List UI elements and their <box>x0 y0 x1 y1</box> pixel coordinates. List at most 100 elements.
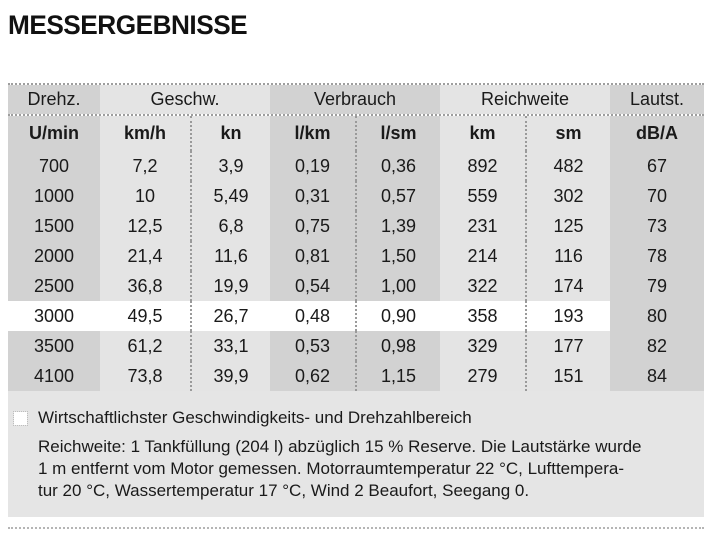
table-cell: 80 <box>610 301 704 331</box>
table-cell: 7,2 <box>100 151 190 181</box>
table-row: 700 7,2 3,9 0,19 0,36 892 482 67 <box>8 151 704 181</box>
table-cell: 0,19 <box>270 151 355 181</box>
footnote-line: Reichweite: 1 Tankfüllung (204 l) abzügl… <box>38 437 642 456</box>
table-cell: 61,2 <box>100 331 190 361</box>
table-cell: 482 <box>525 151 610 181</box>
table-cell: 73 <box>610 211 704 241</box>
table-row: 4100 73,8 39,9 0,62 1,15 279 151 84 <box>8 361 704 391</box>
table-row: 1000 10 5,49 0,31 0,57 559 302 70 <box>8 181 704 211</box>
table-cell: 2500 <box>8 271 100 301</box>
table-cell: 1,39 <box>355 211 440 241</box>
table-cell: 3500 <box>8 331 100 361</box>
footnote-line: 1 m entfernt vom Motor gemessen. Motorra… <box>38 459 624 478</box>
table-cell: 0,57 <box>355 181 440 211</box>
table-cell: 6,8 <box>190 211 270 241</box>
table-cell: 214 <box>440 241 525 271</box>
results-table: Drehz. Geschw. Verbrauch Reichweite Lautst. … <box>8 83 704 517</box>
table-cell: 231 <box>440 211 525 241</box>
table-cell: 36,8 <box>100 271 190 301</box>
table-cell: 0,75 <box>270 211 355 241</box>
table-cell: 19,9 <box>190 271 270 301</box>
footnote-text: Reichweite: 1 Tankfüllung (204 l) abzügl… <box>38 436 694 502</box>
table-cell: 0,36 <box>355 151 440 181</box>
table-cell: 0,48 <box>270 301 355 331</box>
table-cell: 0,98 <box>355 331 440 361</box>
table-cell: 193 <box>525 301 610 331</box>
table-cell: 151 <box>525 361 610 391</box>
table-footnote: Wirtschaftlichster Geschwindigkeits- und… <box>8 391 704 517</box>
table-cell: 0,81 <box>270 241 355 271</box>
bottom-divider <box>8 527 704 529</box>
table-cell: 329 <box>440 331 525 361</box>
table-cell: 302 <box>525 181 610 211</box>
column-unit-header: l/km <box>270 116 355 151</box>
column-unit-header: l/sm <box>355 116 440 151</box>
table-cell: 1,00 <box>355 271 440 301</box>
table-cell: 10 <box>100 181 190 211</box>
table-cell: 0,53 <box>270 331 355 361</box>
table-cell: 12,5 <box>100 211 190 241</box>
table-cell: 3000 <box>8 301 100 331</box>
page-title: MESSERGEBNISSE <box>8 10 248 40</box>
table-cell: 70 <box>610 181 704 211</box>
column-unit-header: U/min <box>8 116 100 151</box>
column-group-header: Verbrauch <box>270 85 440 114</box>
table-cell: 82 <box>610 331 704 361</box>
table-row: 2000 21,4 11,6 0,81 1,50 214 116 78 <box>8 241 704 271</box>
legend-row: Wirtschaftlichster Geschwindigkeits- und… <box>8 391 704 428</box>
table-cell: 21,4 <box>100 241 190 271</box>
table-cell: 279 <box>440 361 525 391</box>
table-cell: 4100 <box>8 361 100 391</box>
footnote-line: tur 20 °C, Wassertemperatur 17 °C, Wind … <box>38 481 530 500</box>
table-cell: 39,9 <box>190 361 270 391</box>
column-group-header: Drehz. <box>8 85 100 114</box>
table-cell: 0,62 <box>270 361 355 391</box>
table-group-header-row: Drehz. Geschw. Verbrauch Reichweite Lautst. <box>8 85 704 116</box>
column-unit-header: km/h <box>100 116 190 151</box>
column-unit-header: dB/A <box>610 116 704 151</box>
table-body: 700 7,2 3,9 0,19 0,36 892 482 67 1000 10 5,49 0,31 0… <box>8 151 704 391</box>
table-cell: 26,7 <box>190 301 270 331</box>
table-cell: 79 <box>610 271 704 301</box>
column-unit-header: km <box>440 116 525 151</box>
table-cell: 1000 <box>8 181 100 211</box>
table-row: 3500 61,2 33,1 0,53 0,98 329 177 82 <box>8 331 704 361</box>
column-unit-header: sm <box>525 116 610 151</box>
column-unit-header: kn <box>190 116 270 151</box>
table-cell: 322 <box>440 271 525 301</box>
table-cell: 0,54 <box>270 271 355 301</box>
table-cell: 84 <box>610 361 704 391</box>
table-cell: 0,90 <box>355 301 440 331</box>
column-group-header: Geschw. <box>100 85 270 114</box>
column-group-header: Reichweite <box>440 85 610 114</box>
table-cell: 892 <box>440 151 525 181</box>
table-cell: 3,9 <box>190 151 270 181</box>
column-group-header: Lautst. <box>610 85 704 114</box>
table-cell: 559 <box>440 181 525 211</box>
table-cell: 125 <box>525 211 610 241</box>
highlight-legend-swatch-icon <box>13 410 28 426</box>
table-cell: 5,49 <box>190 181 270 211</box>
table-cell: 78 <box>610 241 704 271</box>
table-cell: 49,5 <box>100 301 190 331</box>
table-unit-header-row: U/min km/h kn l/km l/sm km sm dB/A <box>8 116 704 151</box>
table-cell: 177 <box>525 331 610 361</box>
table-cell: 73,8 <box>100 361 190 391</box>
table-cell: 1500 <box>8 211 100 241</box>
table-cell: 358 <box>440 301 525 331</box>
table-cell: 116 <box>525 241 610 271</box>
table-cell: 1,15 <box>355 361 440 391</box>
table-row: 1500 12,5 6,8 0,75 1,39 231 125 73 <box>8 211 704 241</box>
table-cell: 700 <box>8 151 100 181</box>
table-cell: 11,6 <box>190 241 270 271</box>
table-cell: 174 <box>525 271 610 301</box>
table-cell: 1,50 <box>355 241 440 271</box>
table-cell: 2000 <box>8 241 100 271</box>
table-row: 2500 36,8 19,9 0,54 1,00 322 174 79 <box>8 271 704 301</box>
legend-label: Wirtschaftlichster Geschwindigkeits- und… <box>38 408 472 427</box>
table-cell: 67 <box>610 151 704 181</box>
table-cell: 33,1 <box>190 331 270 361</box>
table-row-highlighted: 3000 49,5 26,7 0,48 0,90 358 193 80 <box>8 301 704 331</box>
table-cell: 0,31 <box>270 181 355 211</box>
